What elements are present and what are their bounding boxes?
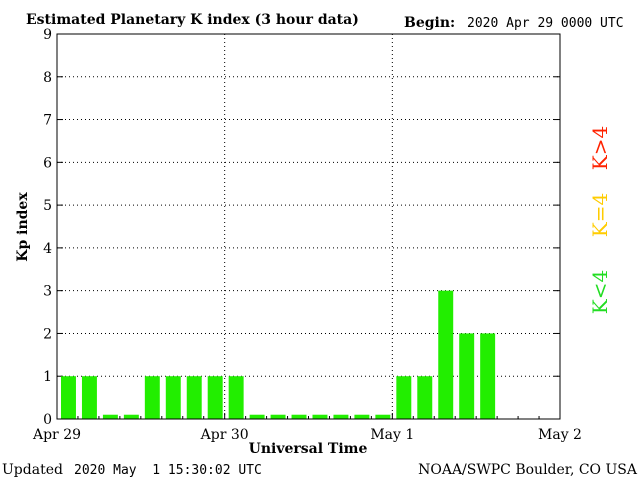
kp-bar	[438, 290, 454, 419]
kp-bar	[459, 333, 475, 419]
legend: K>4 K=4 K<4	[588, 126, 612, 314]
y-tick-label: 9	[43, 27, 52, 43]
kp-bar	[417, 376, 433, 419]
kp-bar	[354, 414, 370, 419]
footer-credit: NOAA/SWPC Boulder, CO USA	[418, 462, 638, 478]
begin-value: 2020 Apr 29 0000 UTC	[467, 16, 624, 31]
y-tick-label: 6	[43, 155, 52, 171]
x-axis-label: Universal Time	[249, 441, 368, 457]
y-tick-label: 7	[43, 113, 52, 129]
kp-bar	[312, 414, 328, 419]
kp-bar	[207, 376, 223, 419]
kp-bar	[270, 414, 286, 419]
kp-bar	[249, 414, 265, 419]
legend-item: K<4	[588, 270, 612, 314]
kp-bar	[291, 414, 307, 419]
kp-bar	[228, 376, 244, 419]
x-tick-label: May 2	[538, 427, 582, 443]
y-tick-label: 8	[43, 70, 52, 86]
y-tick-label: 1	[43, 369, 52, 385]
kp-bar	[144, 376, 160, 419]
begin-label: Begin:	[404, 15, 455, 31]
legend-item: K>4	[588, 126, 612, 170]
footer-updated-label: Updated	[2, 462, 63, 478]
y-tick-label: 0	[43, 412, 52, 428]
kp-bar	[375, 414, 391, 419]
plot-frame	[56, 33, 561, 420]
y-tick-label: 3	[43, 284, 52, 300]
legend-item: K=4	[588, 193, 612, 237]
kp-bar	[165, 376, 181, 419]
kp-bar	[102, 414, 118, 419]
y-tick-label: 5	[43, 198, 52, 214]
chart-title: Estimated Planetary K index (3 hour data…	[26, 12, 359, 28]
plot-area: 0 1 2 3 4 5 6 7 8 9 Apr 29 Apr 30 May 1 May 2	[32, 27, 582, 443]
footer-updated-value: 2020 May 1 15:30:02 UTC	[74, 463, 262, 478]
x-tick-label: Apr 29	[32, 427, 81, 443]
kp-bar	[480, 333, 496, 419]
y-axis-label: Kp index	[15, 192, 31, 262]
x-tick-label: May 1	[370, 427, 414, 443]
x-tick-label: Apr 30	[200, 427, 249, 443]
y-tick-label: 4	[43, 241, 52, 257]
kp-bar	[123, 414, 139, 419]
kp-bar	[81, 376, 97, 419]
y-tick-label: 2	[43, 326, 52, 342]
kp-bar	[186, 376, 202, 419]
kp-bar	[396, 376, 412, 419]
kp-bar	[61, 376, 76, 419]
kp-bar	[333, 414, 349, 419]
